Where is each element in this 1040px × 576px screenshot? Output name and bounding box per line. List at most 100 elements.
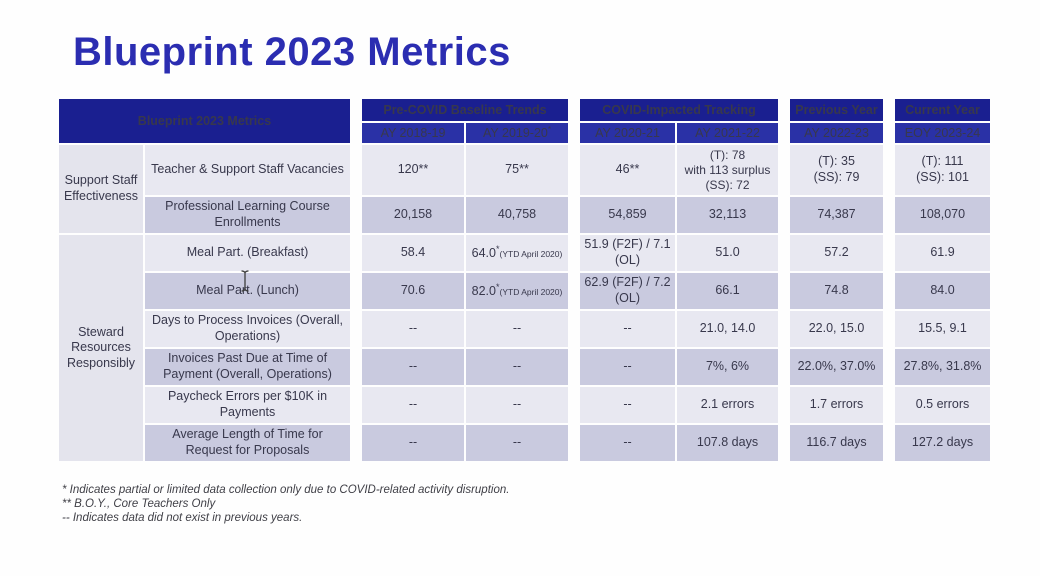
year-subheader-eoy2324: EOY 2023-24 — [895, 123, 990, 143]
metric-name-cell: Average Length of Time for Request for P… — [145, 425, 350, 461]
metric-name-cell: Invoices Past Due at Time of Payment (Ov… — [145, 349, 350, 385]
group-label-steward-resources: Steward Resources Responsibly — [59, 235, 143, 461]
column-gap — [352, 145, 360, 461]
value-cell: 20,158 — [362, 197, 464, 233]
asterisk-superscript: * — [547, 125, 551, 135]
table-row: Days to Process Invoices (Overall, Opera… — [59, 311, 990, 347]
value-cell: 127.2 days — [895, 425, 990, 461]
value-cell: 62.9 (F2F) / 7.2 (OL) — [580, 273, 675, 309]
value-cell: 7%, 6% — [677, 349, 778, 385]
table-row: Average Length of Time for Request for P… — [59, 425, 990, 461]
value-cell: 70.6 — [362, 273, 464, 309]
year-subheader-ay2223: AY 2022-23 — [790, 123, 883, 143]
value-cell: 74.8 — [790, 273, 883, 309]
value-cell: 120** — [362, 145, 464, 195]
column-gap — [885, 145, 893, 461]
value-cell: 57.2 — [790, 235, 883, 271]
table-row: Steward Resources Responsibly Meal Part.… — [59, 235, 990, 461]
metric-name-cell: Teacher & Support Staff Vacancies — [145, 145, 350, 195]
value-main: 82.0 — [471, 284, 496, 299]
corner-header: Blueprint 2023 Metrics — [59, 99, 350, 143]
group-label-support-staff: Support Staff Effectiveness — [59, 145, 143, 233]
value-cell: -- — [466, 387, 568, 423]
year-subheader-ay1819: AY 2018-19 — [362, 123, 464, 143]
value-cell: -- — [580, 425, 675, 461]
value-cell: 2.1 errors — [677, 387, 778, 423]
column-group-header-current-year: Current Year — [895, 99, 990, 121]
value-note: (YTD April 2020) — [499, 287, 563, 298]
footnote-line: * Indicates partial or limited data coll… — [62, 484, 510, 496]
column-gap — [885, 99, 893, 143]
value-cell: 32,113 — [677, 197, 778, 233]
column-gap — [780, 99, 788, 143]
table-row: Support Staff Effectiveness Teacher & Su… — [59, 145, 990, 233]
value-cell: -- — [362, 349, 464, 385]
value-cell: 107.8 days — [677, 425, 778, 461]
table-row: Professional Learning Course Enrollments… — [59, 197, 990, 233]
value-cell: -- — [362, 311, 464, 347]
value-cell: 116.7 days — [790, 425, 883, 461]
column-group-header-covid: COVID-Impacted Tracking — [580, 99, 778, 121]
value-cell: 22.0, 15.0 — [790, 311, 883, 347]
metric-name-cell: Professional Learning Course Enrollments — [145, 197, 350, 233]
value-cell: 74,387 — [790, 197, 883, 233]
year-subheader-ay2021: AY 2020-21 — [580, 123, 675, 143]
value-cell: (T): 78 with 113 surplus (SS): 72 — [677, 145, 778, 195]
value-cell: 61.9 — [895, 235, 990, 271]
metric-name-cell: Meal Part. (Breakfast) — [145, 235, 350, 271]
value-cell: (T): 35 (SS): 79 — [790, 145, 883, 195]
value-main: 64.0 — [471, 246, 496, 261]
value-cell: 1.7 errors — [790, 387, 883, 423]
footnote-line: ** B.O.Y., Core Teachers Only — [62, 497, 216, 510]
table-row: Meal Part. (Lunch) 70.6 82.0*(YTD April … — [59, 273, 990, 309]
value-cell: 66.1 — [677, 273, 778, 309]
value-cell: 84.0 — [895, 273, 990, 309]
value-cell: -- — [580, 311, 675, 347]
value-cell: 64.0*(YTD April 2020) — [466, 235, 568, 271]
value-cell: -- — [362, 387, 464, 423]
metric-name-cell: Paycheck Errors per $10K in Payments — [145, 387, 350, 423]
value-cell: 46** — [580, 145, 675, 195]
asterisk-superscript: * — [495, 244, 500, 255]
value-cell: 27.8%, 31.8% — [895, 349, 990, 385]
metrics-table: Blueprint 2023 Metrics Pre-COVID Baselin… — [57, 97, 992, 463]
value-cell: -- — [362, 425, 464, 461]
table-row: Blueprint 2023 Metrics Pre-COVID Baselin… — [59, 99, 990, 143]
column-group-header-previous-year: Previous Year — [790, 99, 883, 121]
year-subheader-ay1920: AY 2019-20* — [466, 123, 568, 143]
column-gap — [570, 99, 578, 143]
year-subheader-ay2122: AY 2021-22 — [677, 123, 778, 143]
value-cell: -- — [580, 387, 675, 423]
value-cell: 15.5, 9.1 — [895, 311, 990, 347]
value-cell: 40,758 — [466, 197, 568, 233]
asterisk-superscript: * — [495, 282, 500, 293]
value-cell: 22.0%, 37.0% — [790, 349, 883, 385]
value-cell: 82.0*(YTD April 2020) — [466, 273, 568, 309]
value-cell: 54,859 — [580, 197, 675, 233]
value-cell: 0.5 errors — [895, 387, 990, 423]
value-cell: -- — [580, 349, 675, 385]
value-cell: -- — [466, 425, 568, 461]
value-cell: -- — [466, 311, 568, 347]
value-cell: (T): 111 (SS): 101 — [895, 145, 990, 195]
value-cell: 51.0 — [677, 235, 778, 271]
value-cell: 75** — [466, 145, 568, 195]
value-cell: -- — [466, 349, 568, 385]
year-subheader-label: AY 2019-20 — [483, 126, 548, 141]
value-cell: 21.0, 14.0 — [677, 311, 778, 347]
text-cursor-icon — [241, 270, 249, 292]
table-row: AY 2018-19 AY 2019-20* AY 2020-21 AY 202… — [59, 123, 990, 143]
value-cell: 58.4 — [362, 235, 464, 271]
value-note: (YTD April 2020) — [499, 249, 563, 260]
table-row: Paycheck Errors per $10K in Payments -- … — [59, 387, 990, 423]
value-cell: 108,070 — [895, 197, 990, 233]
column-gap — [352, 99, 360, 143]
value-cell: 51.9 (F2F) / 7.1 (OL) — [580, 235, 675, 271]
metric-name-cell: Days to Process Invoices (Overall, Opera… — [145, 311, 350, 347]
metric-name-cell: Meal Part. (Lunch) — [145, 273, 350, 309]
column-group-header-precovid: Pre-COVID Baseline Trends — [362, 99, 568, 121]
column-gap — [570, 145, 578, 461]
column-gap — [780, 145, 788, 461]
page-title: Blueprint 2023 Metrics — [73, 30, 511, 74]
